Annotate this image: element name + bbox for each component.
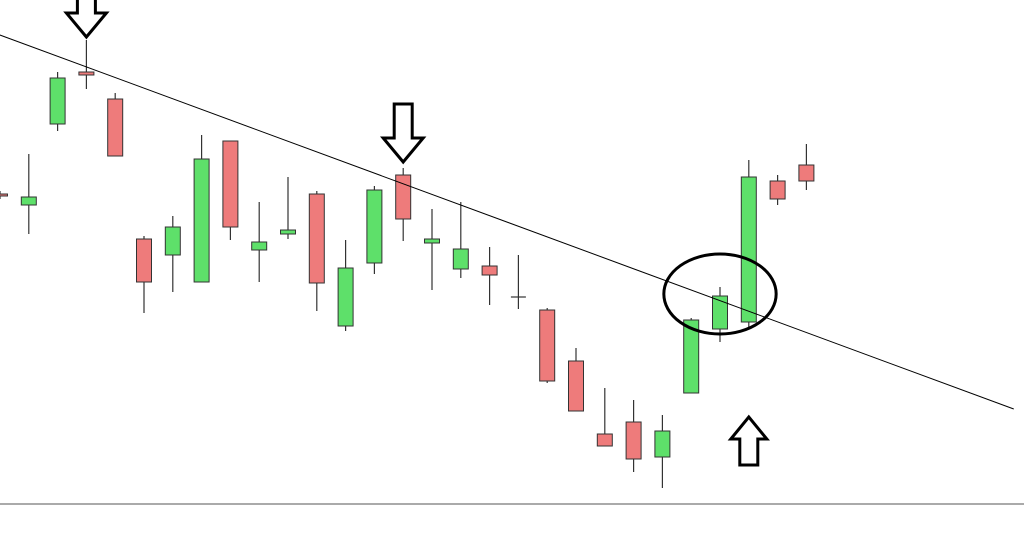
candle-bearish: [395, 174, 412, 220]
candle-bullish: [366, 189, 383, 264]
candle-bearish: [308, 193, 325, 284]
candle-bearish: [625, 421, 642, 460]
candle-bearish: [798, 164, 815, 182]
candle-bullish: [712, 295, 728, 330]
candle-bullish: [337, 267, 354, 327]
candle-bearish: [107, 98, 124, 157]
candle-bearish: [78, 71, 95, 76]
candle-bearish: [481, 265, 498, 276]
candle-bearish: [136, 238, 152, 283]
candle-bullish: [740, 176, 757, 323]
candle-bearish: [0, 193, 8, 197]
candle-bullish: [654, 430, 671, 458]
arrow-up-icon: [727, 414, 770, 467]
candle-bullish: [452, 248, 469, 270]
candle-bullish: [683, 319, 700, 394]
candle-bearish: [769, 180, 786, 200]
candle-bearish: [539, 309, 556, 382]
arrow-down-icon: [63, 0, 110, 40]
candle-bullish: [49, 77, 66, 125]
candle-bullish: [193, 158, 210, 283]
resistance-trendline: [0, 34, 1014, 410]
candle-bearish: [568, 360, 584, 412]
breakout-highlight-ellipse: [662, 252, 778, 336]
candle-bullish: [20, 196, 37, 206]
candle-bullish: [424, 238, 440, 244]
arrow-down-icon: [379, 102, 427, 165]
candle-bullish: [251, 241, 268, 251]
candle-bearish: [222, 140, 239, 228]
candle-bullish: [164, 226, 181, 256]
candle-bullish: [280, 229, 296, 235]
candle-bearish: [596, 433, 613, 447]
